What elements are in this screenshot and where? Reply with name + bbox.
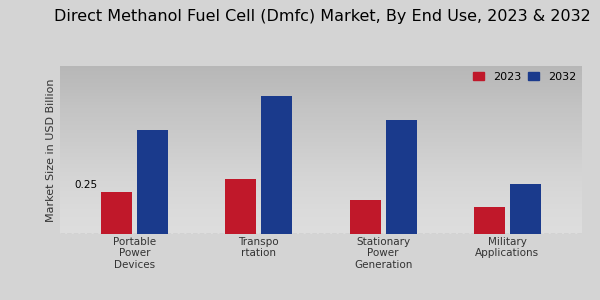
- Y-axis label: Market Size in USD Billion: Market Size in USD Billion: [46, 78, 56, 222]
- Bar: [225, 178, 256, 234]
- Bar: [474, 207, 505, 234]
- Text: Direct Methanol Fuel Cell (Dmfc) Market, By End Use, 2023 & 2032: Direct Methanol Fuel Cell (Dmfc) Market,…: [54, 9, 591, 24]
- Bar: [262, 96, 292, 234]
- Bar: [137, 130, 168, 234]
- Bar: [101, 192, 132, 234]
- Legend: 2023, 2032: 2023, 2032: [473, 72, 577, 82]
- Bar: [350, 200, 380, 234]
- Bar: [510, 184, 541, 234]
- Text: 0.25: 0.25: [74, 180, 97, 190]
- Bar: [386, 120, 416, 234]
